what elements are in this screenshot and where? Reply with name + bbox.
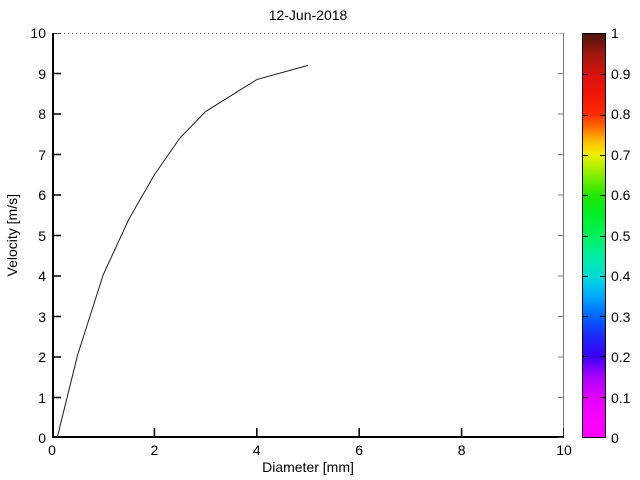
colorbar [582,33,606,438]
colorbar-tick-mark [600,396,605,398]
colorbar-tick-mark [583,396,588,398]
colorbar-tick-label: 1 [611,25,619,41]
x-axis-label: Diameter [mm] [262,459,354,475]
x-axis-tick-labels: 0 2 4 6 8 10 [48,442,572,458]
x-tick-label: 6 [355,442,364,458]
colorbar-tick-label: 0.7 [611,146,631,163]
y-axis-tick-labels: 10 9 8 7 6 5 4 3 2 1 0 [0,25,46,446]
colorbar-tick-mark [600,235,605,237]
colorbar-tick-label: 0.2 [611,349,631,365]
x-tick-label: 4 [252,442,261,458]
y-tick-label: 7 [38,146,46,163]
colorbar-tick-mark [583,154,588,156]
colorbar-tick-mark [600,316,605,318]
colorbar-tick-mark [600,195,605,197]
colorbar-tick-label: 0 [611,430,619,446]
y-tick-label: 1 [38,389,46,406]
colorbar-tick-label: 0.1 [611,389,631,406]
y-tick-label: 3 [38,308,46,325]
colorbar-tick-label: 0.6 [611,187,631,203]
y-tick-label: 9 [38,65,46,82]
colorbar-tick-mark [583,316,588,318]
plot-title: 12-Jun-2018 [268,7,348,23]
drop-terminal-velocity-curve [56,64,309,438]
colorbar-tick-labels: 1 0.9 0.8 0.7 0.6 0.5 0.4 0.3 0.2 0.1 0 [611,25,640,446]
y-tick-label: 0 [38,430,46,446]
y-tick-label: 2 [38,349,46,365]
colorbar-tick-mark [600,275,605,277]
x-tick-label: 10 [556,442,572,458]
x-tick-label: 2 [150,442,159,458]
colorbar-tick-label: 0.4 [611,268,631,284]
x-tick-label: 8 [457,442,466,458]
colorbar-tick-mark [583,114,588,116]
velocity-diameter-chart [52,33,564,438]
y-tick-label: 6 [38,187,46,203]
y-tick-label: 5 [38,227,46,244]
y-tick-label: 4 [38,268,46,284]
colorbar-tick-label: 0.5 [611,227,631,244]
plot-area [52,33,564,438]
y-tick-label: 8 [38,106,46,122]
x-tick-label: 0 [48,442,56,458]
colorbar-tick-mark [583,74,588,76]
colorbar-tick-mark [583,275,588,277]
y-tick-label: 10 [30,25,46,41]
colorbar-tick-mark [600,74,605,76]
colorbar-tick-mark [583,235,588,237]
colorbar-tick-mark [600,154,605,156]
colorbar-tick-label: 0.9 [611,65,631,82]
colorbar-tick-mark [600,114,605,116]
colorbar-tick-mark [600,356,605,358]
colorbar-tick-mark [583,356,588,358]
colorbar-tick-mark [583,195,588,197]
colorbar-tick-label: 0.8 [611,106,631,122]
colorbar-tick-label: 0.3 [611,308,631,325]
